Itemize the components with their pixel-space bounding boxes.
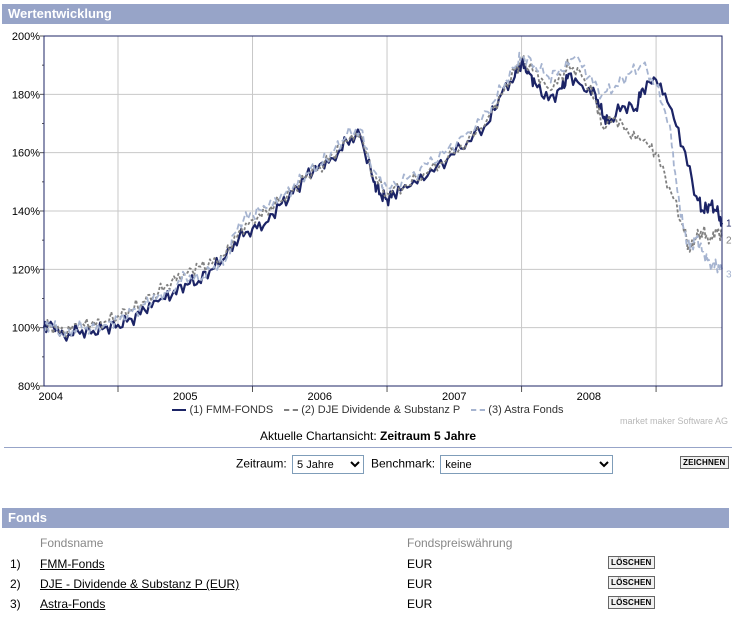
- current-view-label: Aktuelle Chartansicht:: [259, 429, 377, 443]
- delete-button-1[interactable]: LÖSCHEN: [608, 556, 655, 569]
- series-end-label-2: 2: [726, 235, 732, 246]
- fund-link-fmm[interactable]: FMM-Fonds: [40, 557, 105, 571]
- legend-item-1: (1) FMM-FONDS: [172, 404, 273, 416]
- y-tick-label: 120%: [12, 264, 40, 276]
- series-end-label-1: 1: [726, 219, 732, 230]
- fund-link-dje[interactable]: DJE - Dividende & Substanz P (EUR): [40, 577, 240, 591]
- x-tick-label: 2004: [38, 391, 62, 403]
- y-tick-label: 180%: [12, 89, 40, 101]
- y-tick-label: 160%: [12, 148, 40, 160]
- x-tick-label: 2005: [173, 391, 197, 403]
- row-number: 3): [10, 597, 21, 611]
- legend-item-2: (2) DJE Dividende & Substanz P: [284, 404, 460, 416]
- series-end-label-3: 3: [726, 269, 732, 280]
- row-number: 1): [10, 557, 21, 571]
- delete-button-2[interactable]: LÖSCHEN: [608, 576, 655, 589]
- chart-section-title: Wertentwicklung: [8, 6, 112, 21]
- y-tick-label: 200%: [12, 31, 40, 43]
- current-view-value: Zeitraum 5 Jahre: [380, 429, 477, 443]
- zeichnen-button[interactable]: ZEICHNEN: [680, 456, 729, 469]
- legend-swatch-3: [471, 409, 486, 412]
- benchmark-label: Benchmark:: [371, 456, 436, 471]
- table-row: 1) FMM-Fonds EUR LÖSCHEN: [4, 554, 730, 574]
- legend-swatch-2: [284, 409, 299, 412]
- chart-section-header: Wertentwicklung: [2, 4, 729, 24]
- divider: [4, 447, 732, 448]
- benchmark-control: Benchmark: keine: [371, 455, 614, 474]
- row-number: 2): [10, 577, 21, 591]
- table-row: 2) DJE - Dividende & Substanz P (EUR) EU…: [4, 574, 730, 594]
- chart-credit: market maker Software AG: [619, 416, 728, 426]
- x-tick-label: 2006: [308, 391, 332, 403]
- y-tick-label: 140%: [12, 206, 40, 218]
- legend-label-3: (3) Astra Fonds: [488, 404, 564, 416]
- fonds-section-header: Fonds: [2, 508, 729, 528]
- y-tick-label: 100%: [12, 323, 40, 335]
- benchmark-select[interactable]: keine: [440, 455, 614, 474]
- fonds-section-title: Fonds: [8, 510, 47, 525]
- delete-button-3[interactable]: LÖSCHEN: [608, 596, 655, 609]
- zeitraum-select[interactable]: 5 Jahre: [292, 455, 365, 474]
- table-row: 3) Astra-Fonds EUR LÖSCHEN: [4, 594, 730, 614]
- y-tick-label: 80%: [18, 381, 40, 393]
- legend-label-1: (1) FMM-FONDS: [189, 404, 274, 416]
- x-tick-label: 2007: [442, 391, 466, 403]
- plot-border: [43, 35, 723, 387]
- fund-currency: EUR: [407, 597, 433, 611]
- legend-item-3: (3) Astra Fonds: [471, 404, 564, 416]
- zeitraum-control: Zeitraum: 5 Jahre: [236, 455, 365, 474]
- header-fondsname: Fondsname: [40, 536, 104, 550]
- fund-currency: EUR: [407, 557, 433, 571]
- legend-label-2: (2) DJE Dividende & Substanz P: [301, 404, 461, 416]
- legend-swatch-1: [172, 409, 187, 412]
- x-tick-label: 2008: [577, 391, 601, 403]
- series-line-3: [43, 51, 723, 338]
- performance-chart: 80% 100% 120% 140% 160% 180% 200% 2004 2005 2006 2…: [12, 31, 732, 403]
- chart-legend: (1) FMM-FONDS (2) DJE Dividende & Substa…: [0, 404, 736, 416]
- current-chart-view: Aktuelle Chartansicht: Zeitraum 5 Jahre: [0, 429, 736, 443]
- table-header-row: Fondsname Fondspreiswährung: [4, 533, 730, 553]
- header-currency: Fondspreiswährung: [407, 536, 513, 550]
- zeitraum-label: Zeitraum:: [236, 456, 287, 471]
- fund-link-astra[interactable]: Astra-Fonds: [40, 597, 106, 611]
- fund-currency: EUR: [407, 577, 433, 591]
